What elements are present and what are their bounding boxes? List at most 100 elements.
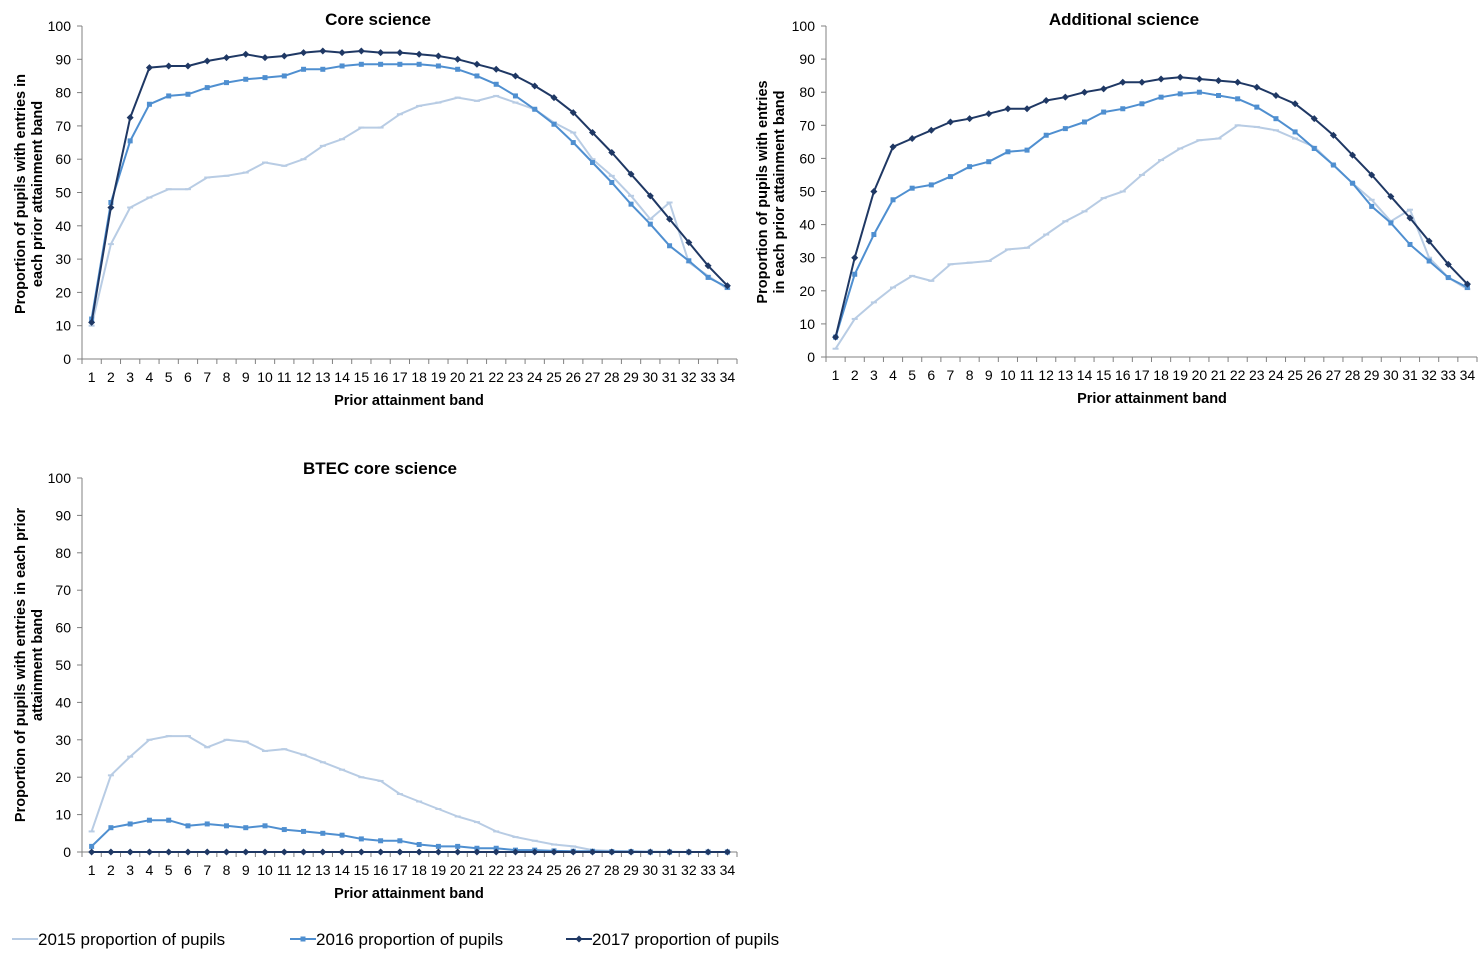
x-tick-label: 1 xyxy=(88,862,96,878)
x-tick-label: 29 xyxy=(1364,367,1380,383)
data-point xyxy=(319,47,327,55)
legend-label: 2017 proportion of pupils xyxy=(592,930,779,949)
y-tick-label: 0 xyxy=(63,351,71,367)
x-tick-label: 11 xyxy=(1020,367,1035,383)
x-tick-label: 28 xyxy=(1345,367,1361,383)
x-tick-label: 6 xyxy=(927,367,935,383)
data-point xyxy=(685,848,693,856)
data-point xyxy=(947,174,953,180)
x-tick-label: 11 xyxy=(277,369,292,385)
x-tick-label: 3 xyxy=(126,862,134,878)
x-tick-label: 2 xyxy=(107,862,115,878)
data-point xyxy=(551,121,557,127)
x-tick-label: 18 xyxy=(1153,367,1169,383)
legend-item: 2017 proportion of pupils xyxy=(566,930,779,949)
x-tick-label: 31 xyxy=(1402,367,1418,383)
x-tick-label: 6 xyxy=(184,369,192,385)
data-point xyxy=(185,91,191,97)
series-line xyxy=(90,63,728,320)
chart-title: Core science xyxy=(325,10,431,29)
data-point xyxy=(569,848,577,856)
data-point xyxy=(378,61,384,67)
data-point xyxy=(415,50,423,58)
x-tick-label: 19 xyxy=(1172,367,1188,383)
data-point xyxy=(185,823,191,829)
x-tick-label: 21 xyxy=(469,862,485,878)
data-point xyxy=(396,848,404,856)
data-point xyxy=(889,143,897,151)
data-point xyxy=(1406,214,1414,222)
data-point xyxy=(203,848,211,856)
x-tick-label: 5 xyxy=(908,367,916,383)
x-tick-label: 12 xyxy=(1038,367,1054,383)
series-line xyxy=(90,50,729,323)
series-1 xyxy=(88,735,731,853)
y-tick-label: 70 xyxy=(55,582,71,598)
data-point xyxy=(1425,237,1433,245)
data-point xyxy=(89,843,95,849)
x-tick-label: 7 xyxy=(203,862,211,878)
data-point xyxy=(435,63,441,69)
x-axis-title: Prior attainment band xyxy=(1077,391,1227,407)
data-point xyxy=(88,848,96,856)
data-point xyxy=(301,828,307,834)
data-point xyxy=(1101,109,1107,115)
data-point xyxy=(416,842,422,848)
data-point xyxy=(666,215,674,223)
y-tick-label: 30 xyxy=(799,250,815,266)
chart-additional-science: Additional science Proportion of pupils … xyxy=(755,10,1478,407)
x-tick-label: 17 xyxy=(392,862,408,878)
data-point xyxy=(1463,280,1471,288)
x-tick-label: 24 xyxy=(1268,367,1284,383)
data-point xyxy=(281,73,287,79)
y-tick-label: 70 xyxy=(799,117,815,133)
x-tick-label: 33 xyxy=(700,369,716,385)
data-point xyxy=(127,821,133,827)
data-point xyxy=(704,262,712,270)
data-point xyxy=(454,848,462,856)
data-point xyxy=(1368,171,1376,179)
y-tick-label: 70 xyxy=(55,118,71,134)
data-point xyxy=(627,848,635,856)
data-point xyxy=(647,221,653,227)
data-point xyxy=(204,821,210,827)
data-point xyxy=(532,106,538,112)
data-point xyxy=(397,838,403,844)
data-point xyxy=(88,318,96,326)
data-point xyxy=(928,182,934,188)
data-point xyxy=(434,52,442,60)
data-point xyxy=(320,66,326,72)
x-tick-label: 23 xyxy=(508,862,524,878)
data-point xyxy=(1407,241,1413,247)
data-point xyxy=(145,64,153,72)
data-point xyxy=(1061,93,1069,101)
y-tick-label: 0 xyxy=(63,844,71,860)
data-point xyxy=(300,49,308,57)
data-point xyxy=(686,258,692,264)
x-tick-label: 23 xyxy=(1249,367,1265,383)
data-point xyxy=(474,73,480,79)
chart-btec-core-science: BTEC core science Proportion of pupils w… xyxy=(13,459,738,902)
data-point xyxy=(320,830,326,836)
x-tick-label: 8 xyxy=(966,367,974,383)
data-point xyxy=(396,49,404,57)
legend-item: 2016 proportion of pupils xyxy=(290,930,503,949)
data-point xyxy=(166,93,172,99)
data-point xyxy=(908,135,916,143)
data-point xyxy=(1023,105,1031,113)
data-point xyxy=(608,848,616,856)
data-point xyxy=(243,825,249,831)
data-point xyxy=(261,54,269,62)
data-point xyxy=(723,848,731,856)
data-point xyxy=(166,817,172,823)
data-point xyxy=(1349,151,1357,159)
x-tick-label: 16 xyxy=(373,862,389,878)
x-tick-label: 1 xyxy=(88,369,96,385)
x-tick-label: 18 xyxy=(411,862,427,878)
data-point xyxy=(550,94,558,102)
data-point xyxy=(1216,93,1222,99)
data-point xyxy=(870,188,878,195)
x-tick-label: 17 xyxy=(392,369,408,385)
y-axis-title: Proportion of pupils with entries in eac… xyxy=(13,508,46,823)
data-point xyxy=(397,61,403,67)
